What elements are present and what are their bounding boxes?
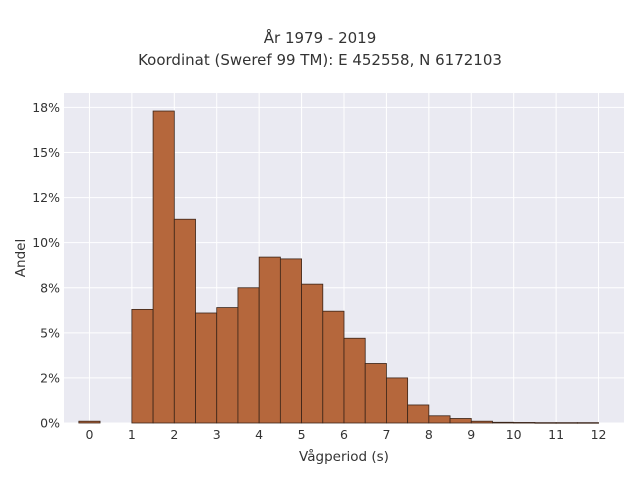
histogram-bar — [513, 422, 536, 424]
chart-title: År 1979 - 2019 — [263, 29, 377, 47]
histogram-bar — [78, 420, 101, 424]
x-tick-label: 6 — [340, 427, 348, 442]
histogram-bar — [173, 218, 196, 424]
histogram-bar — [534, 422, 557, 424]
x-tick-label: 1 — [128, 427, 136, 442]
x-tick-label: 10 — [506, 427, 522, 442]
x-tick-label: 3 — [213, 427, 221, 442]
histogram-bar — [195, 312, 218, 424]
x-tick-label: 7 — [382, 427, 390, 442]
y-tick-label: 15% — [32, 145, 60, 160]
x-tick-label: 8 — [425, 427, 433, 442]
x-tick-labels: 0 1 2 3 4 5 6 7 8 9 10 11 12 — [85, 427, 606, 442]
histogram-bar — [386, 377, 409, 424]
x-tick-label: 0 — [85, 427, 93, 442]
histogram-bar — [364, 363, 387, 424]
x-axis-label: Vågperiod (s) — [299, 448, 389, 465]
y-tick-label: 8% — [40, 280, 60, 295]
x-tick-label: 11 — [548, 427, 564, 442]
histogram-bar — [576, 422, 599, 424]
histogram-bar — [258, 256, 281, 424]
histogram-bar — [555, 422, 578, 424]
histogram-bar — [492, 421, 515, 424]
histogram-bar — [428, 415, 451, 424]
y-tick-labels: 0% 2% 5% 8% 10% 12% 15% 18% — [32, 100, 60, 431]
histogram-bars — [78, 110, 599, 424]
y-tick-label: 5% — [40, 325, 60, 340]
histogram-bar — [152, 110, 175, 424]
x-tick-label: 2 — [170, 427, 178, 442]
y-tick-label: 18% — [32, 100, 60, 115]
histogram-bar — [449, 418, 472, 424]
histogram-bar — [216, 307, 239, 424]
x-tick-label: 5 — [298, 427, 306, 442]
histogram-bar — [343, 337, 366, 424]
x-tick-label: 12 — [591, 427, 607, 442]
histogram-bar — [237, 287, 260, 424]
histogram-bar — [322, 310, 345, 424]
x-tick-label: 4 — [255, 427, 263, 442]
y-tick-label: 10% — [32, 235, 60, 250]
y-tick-label: 0% — [40, 416, 60, 431]
histogram-bar — [470, 420, 493, 424]
y-axis-label: Andel — [13, 239, 29, 277]
histogram-bar — [407, 404, 430, 424]
histogram-bar — [131, 308, 154, 424]
histogram-bar — [301, 283, 324, 424]
x-tick-label: 9 — [467, 427, 475, 442]
chart-subtitle: Koordinat (Sweref 99 TM): E 452558, N 61… — [138, 51, 502, 69]
y-tick-label: 12% — [32, 190, 60, 205]
y-tick-label: 2% — [40, 370, 60, 385]
histogram-bar — [279, 258, 302, 424]
